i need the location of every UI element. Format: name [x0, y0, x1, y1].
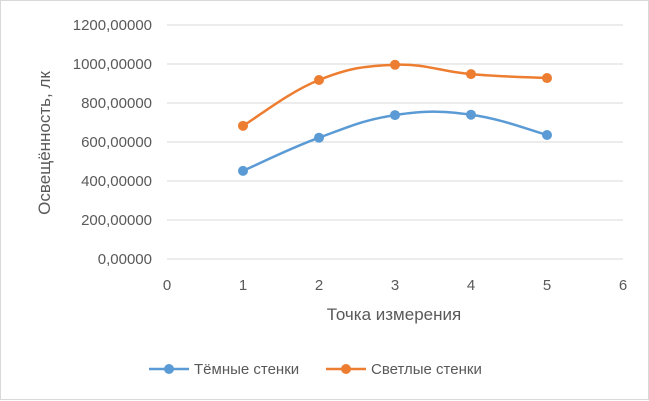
y-tick-label: 200,00000 — [81, 212, 152, 229]
series-group — [238, 59, 552, 176]
series-line-1 — [241, 110, 549, 173]
legend-marker-1 — [164, 364, 174, 374]
data-point-series-1 — [542, 129, 552, 140]
legend-label-1: Тёмные стенки — [194, 361, 299, 378]
y-tick-label: 1200,00000 — [73, 17, 152, 34]
y-tick-label: 800,00000 — [81, 95, 152, 112]
data-point-series-2 — [238, 120, 248, 131]
x-axis-tick-labels: 0 1 2 3 4 5 6 — [163, 277, 627, 294]
y-tick-label: 400,00000 — [81, 173, 152, 190]
x-tick-label: 5 — [543, 277, 551, 294]
y-axis-title: Освещённость, лк — [35, 71, 54, 215]
y-axis-tick-labels: 0,00000 200,00000 400,00000 600,00000 800,00… — [73, 17, 152, 268]
data-point-series-2 — [390, 59, 400, 70]
x-tick-label: 1 — [239, 277, 247, 294]
y-tick-label: 0,00000 — [98, 251, 152, 268]
data-point-series-2 — [542, 73, 552, 84]
x-tick-label: 6 — [619, 277, 627, 294]
data-point-series-1 — [314, 132, 324, 143]
data-point-series-2 — [466, 69, 476, 80]
legend: Тёмные стенки Светлые стенки — [149, 361, 482, 378]
x-axis-title: Точка измерения — [327, 305, 461, 324]
x-tick-label: 3 — [391, 277, 399, 294]
legend-marker-2 — [341, 364, 351, 374]
y-tick-label: 1000,00000 — [73, 56, 152, 73]
data-point-series-1 — [390, 110, 400, 121]
x-tick-label: 2 — [315, 277, 323, 294]
y-tick-label: 600,00000 — [81, 134, 152, 151]
x-tick-label: 0 — [163, 277, 171, 294]
data-point-series-1 — [466, 109, 476, 120]
data-point-series-1 — [238, 165, 248, 176]
x-tick-label: 4 — [467, 277, 475, 294]
data-point-series-2 — [314, 74, 324, 85]
legend-label-2: Светлые стенки — [371, 361, 482, 378]
